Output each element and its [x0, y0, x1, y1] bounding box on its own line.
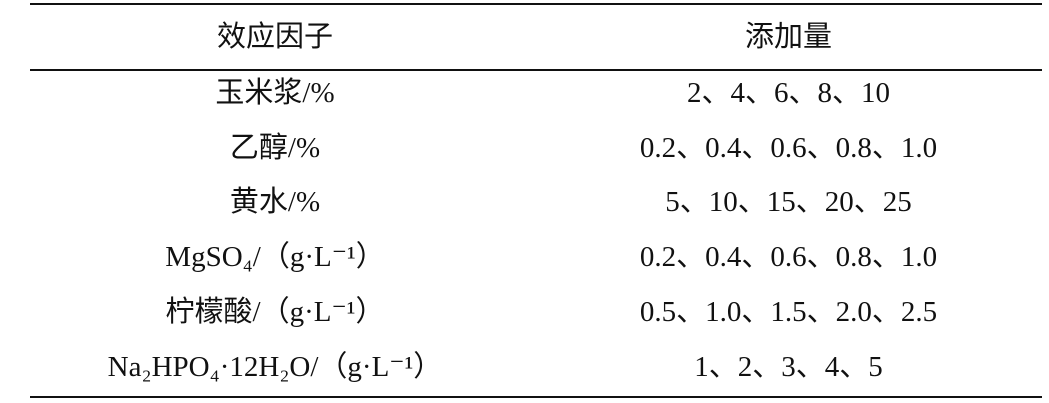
table-cell: 2、4、6、8、10: [686, 77, 890, 109]
table-cell: Na₂HPO₄·12H₂O/（g·L⁻¹）: [107, 350, 443, 383]
header-cell: 添加量: [744, 21, 832, 53]
table-cell: MgSO₄/（g·L⁻¹）: [165, 241, 385, 274]
table-cell: 黄水/%: [229, 186, 321, 219]
table-cell: 0.5、1.0、1.5、2.0、2.5: [639, 295, 938, 328]
table-cell: 0.2、0.4、0.6、0.8、1.0: [639, 241, 938, 274]
header-cell: 效应因子: [216, 21, 333, 53]
bottom-rule: [30, 396, 1042, 398]
table-cell: 5、10、15、20、25: [665, 186, 912, 219]
table-cell: 玉米浆/%: [215, 77, 335, 109]
header-rule: [30, 69, 1042, 71]
table-cell: 1、2、3、4、5: [694, 350, 883, 383]
table-cell: 乙醇/%: [229, 131, 321, 164]
table-cell: 柠檬酸/（g·L⁻¹）: [165, 295, 385, 328]
table-cell: 0.2、0.4、0.6、0.8、1.0: [639, 131, 938, 164]
top-rule: [30, 3, 1042, 5]
